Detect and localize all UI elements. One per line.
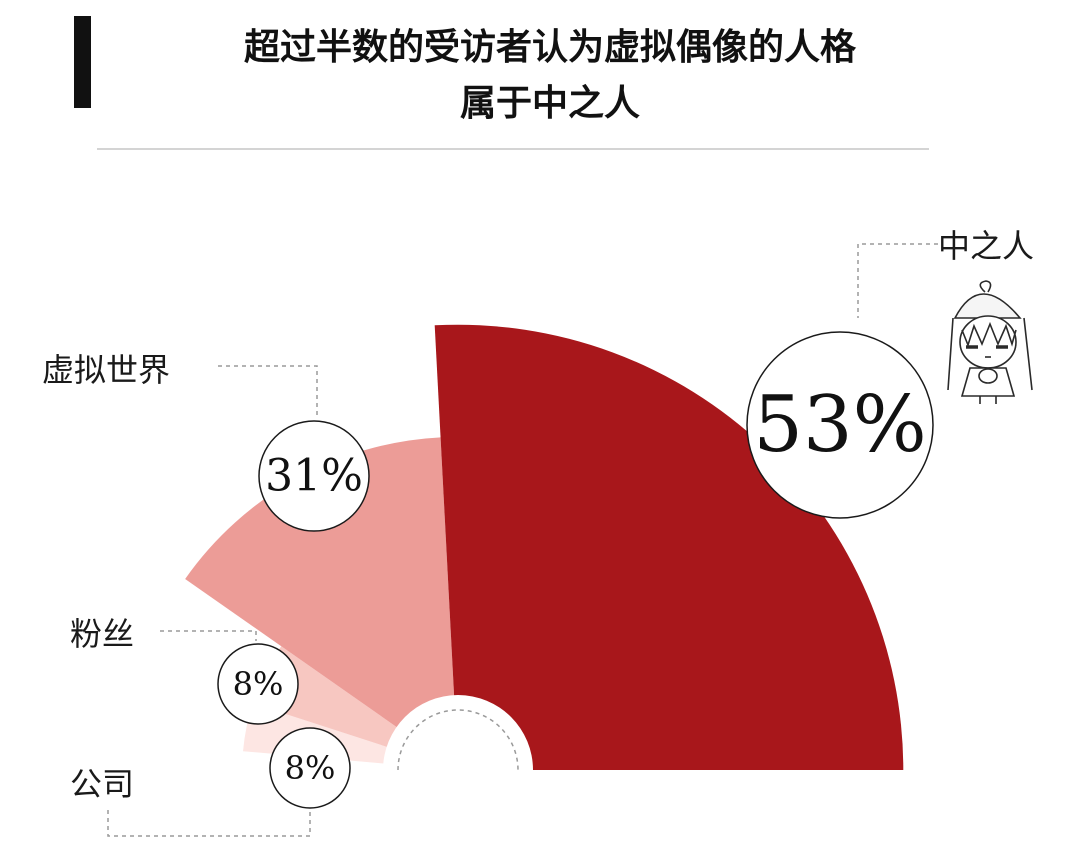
title-line-2: 属于中之人 [459,83,640,124]
value-label-gongsi: 8% [285,749,336,787]
value-label-zhongzhiren: 53% [753,380,926,470]
wedge-xuni [185,437,459,770]
chart-title: 超过半数的受访者认为虚拟偶像的人格 属于中之人 [90,20,1010,132]
value-bubbles: 53% 31% 8% 8% [217,331,934,809]
title-divider [97,148,929,150]
baseline-mask [0,770,1080,862]
mascot-illustration [947,280,1033,404]
leader-line-xuni [218,365,318,417]
value-label-fensi: 8% [233,665,284,703]
leader-line-gongsi [107,808,311,837]
bubble-xuni [258,420,370,532]
category-label-zhongzhiren: 中之人 [938,227,1034,265]
leader-line-fensi [160,630,257,641]
bubble-fensi [217,643,299,725]
category-label-fensi: 粉丝 [70,615,134,653]
title-accent-bar [74,16,91,108]
leader-line-zhongzhiren [857,243,938,318]
category-label-gongsi: 公司 [70,765,134,803]
value-label-xuni: 31% [265,451,363,502]
wedge-zhongzhiren [434,324,904,770]
leader-lines [107,243,938,837]
bubble-gongsi [269,727,351,809]
title-line-1: 超过半数的受访者认为虚拟偶像的人格 [243,27,856,68]
category-label-xuni: 虚拟世界 [42,351,170,389]
bubble-zhongzhiren [746,331,934,519]
center-dashed-ring [397,709,519,771]
